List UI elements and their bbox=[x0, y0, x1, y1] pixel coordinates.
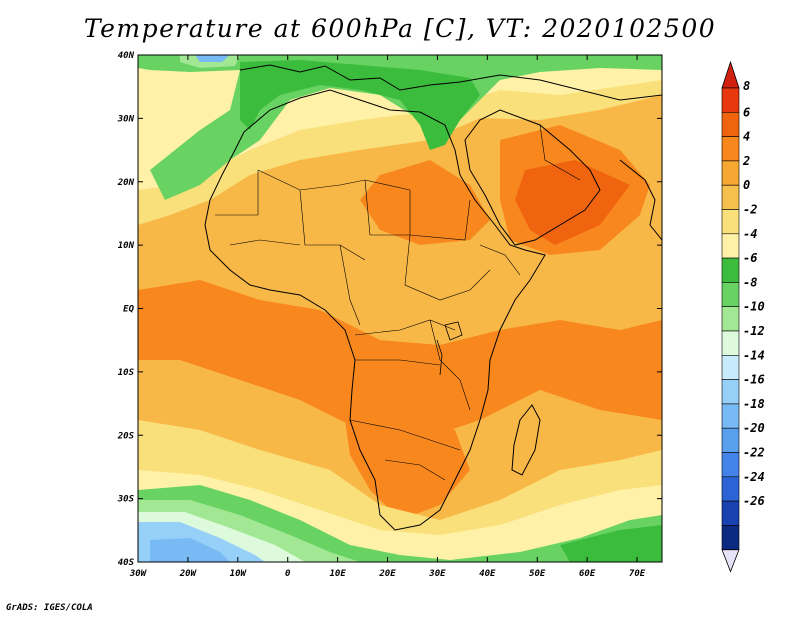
colorbar-swatch bbox=[721, 87, 740, 113]
south-deepblue-patch bbox=[150, 538, 230, 562]
colorbar-swatch bbox=[721, 257, 740, 283]
map-title: Temperature at 600hPa [C], VT: 202010250… bbox=[83, 14, 717, 43]
colorbar-label: 6 bbox=[743, 105, 750, 119]
colorbar-swatch bbox=[721, 136, 740, 162]
lat-label: 10S bbox=[118, 368, 135, 378]
colorbar-swatch bbox=[721, 112, 740, 137]
colorbar-label: 8 bbox=[743, 79, 750, 93]
colorbar-label: -16 bbox=[743, 373, 765, 387]
colorbar-swatch bbox=[721, 306, 740, 332]
colorbar-label: -2 bbox=[743, 203, 757, 217]
colorbar-label: -22 bbox=[743, 446, 765, 460]
axis-ticks bbox=[137, 54, 662, 563]
lon-label: 30E bbox=[428, 569, 446, 579]
lat-label: 40S bbox=[118, 558, 135, 568]
colorbar-label: 0 bbox=[743, 178, 750, 192]
colorbar-label: -12 bbox=[743, 324, 765, 338]
lat-label: 30S bbox=[117, 495, 135, 505]
colorbar-label: -10 bbox=[743, 300, 765, 314]
colorbar-swatch bbox=[721, 354, 740, 380]
colorbar-swatch bbox=[721, 403, 740, 429]
colorbar-swatch bbox=[721, 209, 740, 235]
lon-label: 20E bbox=[378, 569, 396, 579]
colorbar-label: -20 bbox=[743, 421, 765, 435]
colorbar: 8 6 4 2 0 -2 -4 -6 -8 -10 -12 -14 -16 -18 -20 -22 -24 -26 bbox=[721, 60, 765, 573]
colorbar-label: -14 bbox=[743, 348, 765, 362]
colorbar-label: -18 bbox=[743, 397, 765, 411]
europe-coastline bbox=[239, 64, 662, 101]
lon-label: 20W bbox=[179, 569, 198, 579]
colorbar-swatch bbox=[721, 452, 740, 478]
lon-label: 40E bbox=[479, 569, 496, 579]
north-blue-patch-inner bbox=[195, 55, 230, 62]
colorbar-swatch bbox=[721, 525, 740, 551]
lon-label: 10E bbox=[329, 569, 346, 579]
colorbar-label: -6 bbox=[743, 251, 757, 265]
lat-label: EQ bbox=[123, 305, 134, 315]
colorbar-swatch bbox=[721, 282, 740, 307]
arabia-hot bbox=[515, 160, 630, 245]
sahara-warm bbox=[360, 160, 490, 245]
colorbar-swatch bbox=[721, 500, 740, 526]
colorbar-swatch bbox=[721, 476, 740, 502]
colorbar-label: -4 bbox=[743, 227, 757, 241]
colorbar-swatch bbox=[721, 427, 740, 453]
colorbar-swatch bbox=[721, 379, 740, 405]
lon-label: 60E bbox=[579, 569, 596, 579]
colorbar-swatch bbox=[721, 233, 740, 259]
southern-africa-warm bbox=[345, 410, 470, 520]
lat-label: 10N bbox=[118, 241, 135, 251]
lon-label: 70E bbox=[629, 569, 646, 579]
india-outline bbox=[619, 159, 662, 241]
colorbar-label: -26 bbox=[743, 494, 765, 508]
colorbar-label: 2 bbox=[742, 154, 750, 168]
footer-credit: GrADS: IGES/COLA bbox=[6, 603, 93, 613]
madagascar-outline bbox=[511, 404, 541, 476]
colorbar-label: 4 bbox=[743, 130, 750, 144]
mediterranean-green bbox=[240, 60, 480, 150]
colorbar-swatch bbox=[721, 330, 740, 356]
south-green-east bbox=[560, 525, 662, 562]
longitude-labels: 30W 20W 10W 0 10E 20E 30E 40E 50E 60E 70E bbox=[129, 569, 646, 579]
temperature-field bbox=[138, 55, 662, 562]
colorbar-label: -8 bbox=[743, 275, 757, 289]
colorbar-top-arrow bbox=[721, 60, 740, 89]
lat-label: 20S bbox=[117, 431, 135, 441]
lon-label: 0 bbox=[285, 569, 291, 579]
colorbar-bottom-arrow bbox=[721, 549, 740, 573]
lake-tanganyika bbox=[436, 339, 443, 376]
lat-label: 30N bbox=[117, 114, 135, 124]
lat-label: 20N bbox=[117, 178, 135, 188]
lake-victoria bbox=[444, 321, 463, 341]
lon-label: 30W bbox=[129, 569, 148, 579]
colorbar-label: -24 bbox=[743, 470, 765, 484]
lat-label: 40N bbox=[118, 51, 135, 61]
country-borders bbox=[215, 109, 581, 481]
latitude-labels: 40N 30N 20N 10N EQ 10S 20S 30S 40S bbox=[117, 51, 135, 568]
colorbar-swatch bbox=[721, 184, 740, 210]
lon-label: 50E bbox=[529, 569, 546, 579]
africa-coastline bbox=[204, 89, 546, 531]
lon-label: 10W bbox=[230, 569, 248, 579]
colorbar-swatch bbox=[721, 160, 740, 186]
